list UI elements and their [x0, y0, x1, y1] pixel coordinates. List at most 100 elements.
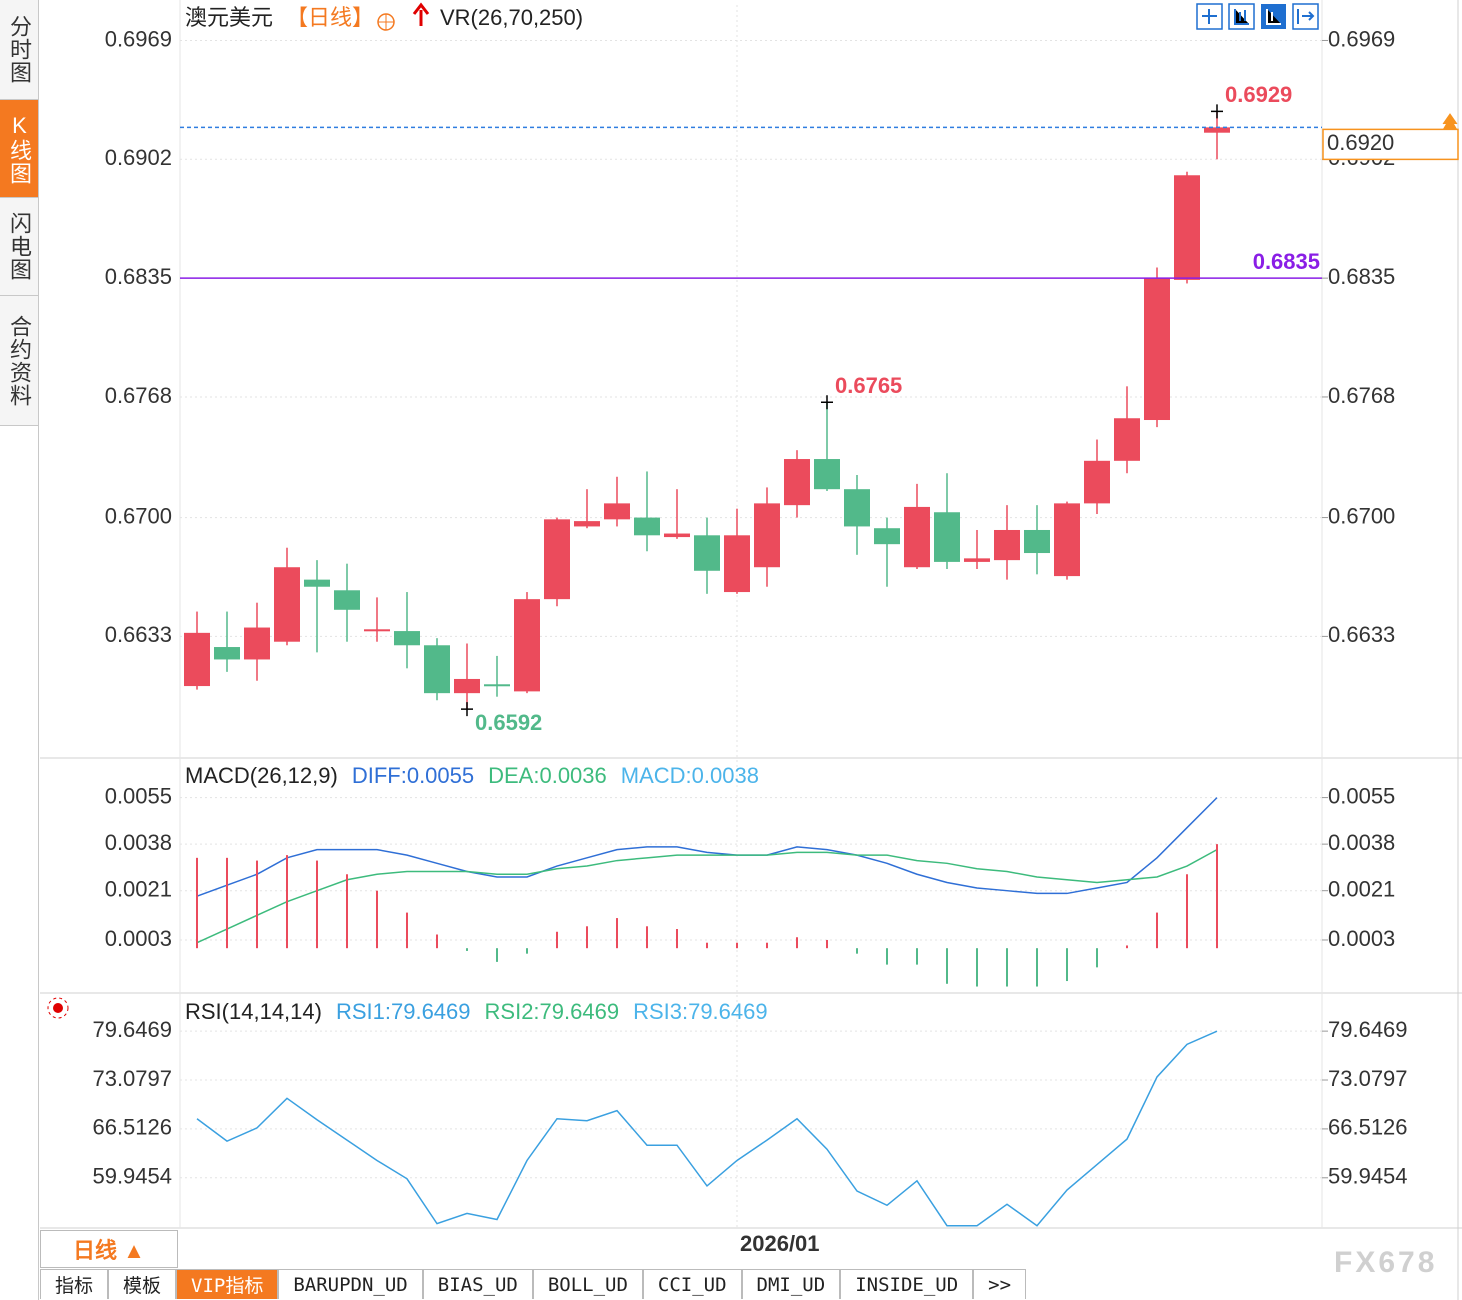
- candle-body: [514, 599, 540, 692]
- indicator-tab[interactable]: CCI_UD: [642, 1269, 742, 1299]
- candle-body: [454, 678, 480, 694]
- indicator-tab[interactable]: BARUPDN_UD: [278, 1269, 423, 1299]
- y-tick-label: 0.0003: [105, 926, 172, 951]
- extreme-marker: [461, 702, 473, 717]
- y-tick-label-right: 0.0021: [1328, 877, 1395, 902]
- y-tick-label: 59.9454: [92, 1164, 172, 1189]
- y-tick-label: 0.6633: [105, 622, 172, 647]
- extreme-marker: [1211, 104, 1223, 119]
- y-tick-label-right: 0.6835: [1328, 264, 1395, 289]
- y-tick-label-right: 59.9454: [1328, 1164, 1408, 1189]
- x-tick-label: 2026/01: [740, 1231, 820, 1256]
- legend-entry: RSI3:79.6469: [633, 999, 768, 1024]
- indicator-tab[interactable]: DMI_UD: [741, 1269, 841, 1299]
- toolbar-icon[interactable]: [1196, 3, 1223, 30]
- candle-body: [874, 528, 900, 545]
- y-tick-label-right: 66.5126: [1328, 1115, 1408, 1140]
- settings-icon[interactable]: [377, 13, 395, 31]
- candle-body: [604, 503, 630, 520]
- sidebar-tab[interactable]: 合约资料: [0, 296, 38, 426]
- extreme-label: 0.6765: [835, 373, 902, 398]
- indicator-tab[interactable]: BOLL_UD: [532, 1269, 643, 1299]
- y-tick-label-right: 0.6768: [1328, 383, 1395, 408]
- sidebar-tab[interactable]: K线图: [0, 100, 38, 198]
- y-tick-label: 0.0055: [105, 783, 172, 808]
- y-tick-label-right: 0.6969: [1328, 26, 1395, 51]
- y-tick-label: 0.6700: [105, 503, 172, 528]
- y-tick-label: 0.6835: [105, 264, 172, 289]
- period-button[interactable]: 日线 ▲: [40, 1230, 178, 1268]
- y-tick-label: 0.0021: [105, 877, 172, 902]
- y-tick-label-right: 0.0003: [1328, 926, 1395, 951]
- y-tick-label: 66.5126: [92, 1115, 172, 1140]
- candle-body: [904, 506, 930, 568]
- y-tick-label: 0.6969: [105, 26, 172, 51]
- toolbar-icon[interactable]: [1261, 4, 1286, 29]
- indicator-arrow: [412, 2, 430, 26]
- candle-body: [544, 519, 570, 600]
- sidebar-tab[interactable]: 闪电图: [0, 198, 38, 296]
- candle-body: [484, 684, 510, 687]
- y-tick-label-right: 0.0038: [1328, 830, 1395, 855]
- indicator-tab[interactable]: VIP指标: [176, 1269, 279, 1299]
- y-tick-label-right: 79.6469: [1328, 1017, 1408, 1042]
- indicator-tabs: 指标 模板 VIP指标 BARUPDN_UD BIAS_UD BOLL_UD CCI_UD D…: [40, 1269, 1027, 1300]
- reference-label: 0.6835: [1253, 249, 1320, 274]
- indicator-label: VR(26,70,250): [440, 5, 583, 30]
- period-label: 【日线】: [286, 5, 374, 30]
- legend-entry: DEA:0.0036: [488, 763, 607, 788]
- candle-body: [814, 459, 840, 490]
- indicator-tab[interactable]: 指标: [40, 1269, 109, 1299]
- extreme-label: 0.6929: [1225, 82, 1292, 107]
- y-tick-label: 79.6469: [92, 1017, 172, 1042]
- rsi-line: [196, 1030, 1218, 1227]
- last-price-label: 0.6920: [1327, 130, 1394, 155]
- candle-body: [934, 512, 960, 562]
- candle-body: [1174, 175, 1200, 280]
- candle-body: [1084, 460, 1110, 504]
- sidebar: 分时图 K线图 闪电图 合约资料: [0, 0, 39, 1300]
- sidebar-tab[interactable]: 分时图: [0, 0, 38, 100]
- candle-body: [634, 517, 660, 536]
- candle-body: [214, 647, 240, 660]
- candle-body: [724, 535, 750, 593]
- rsi-icon: [47, 997, 69, 1019]
- candle-body: [364, 629, 390, 632]
- candle-body: [574, 521, 600, 527]
- indicator-tab[interactable]: 模板: [108, 1269, 177, 1299]
- y-tick-label-right: 0.0055: [1328, 783, 1395, 808]
- y-tick-label-right: 0.6633: [1328, 622, 1395, 647]
- candle-body: [1204, 127, 1230, 133]
- y-tick-label: 73.0797: [92, 1066, 172, 1091]
- candle-body: [1114, 418, 1140, 461]
- watermark: FX678: [1334, 1246, 1438, 1279]
- legend-entry: RSI1:79.6469: [336, 999, 471, 1024]
- indicator-tab[interactable]: INSIDE_UD: [840, 1269, 974, 1299]
- toolbar-icon[interactable]: [1228, 3, 1255, 30]
- candle-body: [994, 529, 1020, 561]
- y-tick-label: 0.6902: [105, 145, 172, 170]
- candle-body: [424, 645, 450, 694]
- last-price-box: [1322, 128, 1459, 161]
- candle-body: [664, 533, 690, 538]
- toolbar-icon[interactable]: [1292, 3, 1319, 30]
- legend-entry: MACD(26,12,9): [185, 763, 338, 788]
- candle-body: [784, 459, 810, 506]
- symbol-title: 澳元美元: [185, 5, 273, 30]
- candle-body: [244, 627, 270, 660]
- y-tick-label-right: 0.6700: [1328, 503, 1395, 528]
- extreme-marker: [821, 395, 833, 410]
- candle-body: [754, 503, 780, 568]
- candle-body: [1024, 529, 1050, 554]
- y-tick-label: 0.0038: [105, 830, 172, 855]
- legend-entry: DIFF:0.0055: [352, 763, 474, 788]
- indicator-tab[interactable]: >>: [973, 1269, 1027, 1299]
- macd-line: [196, 848, 1218, 944]
- candle-body: [844, 489, 870, 527]
- price-arrow: [1442, 113, 1458, 131]
- indicator-tab[interactable]: BIAS_UD: [422, 1269, 533, 1299]
- candle-body: [964, 558, 990, 562]
- candle-body: [274, 567, 300, 642]
